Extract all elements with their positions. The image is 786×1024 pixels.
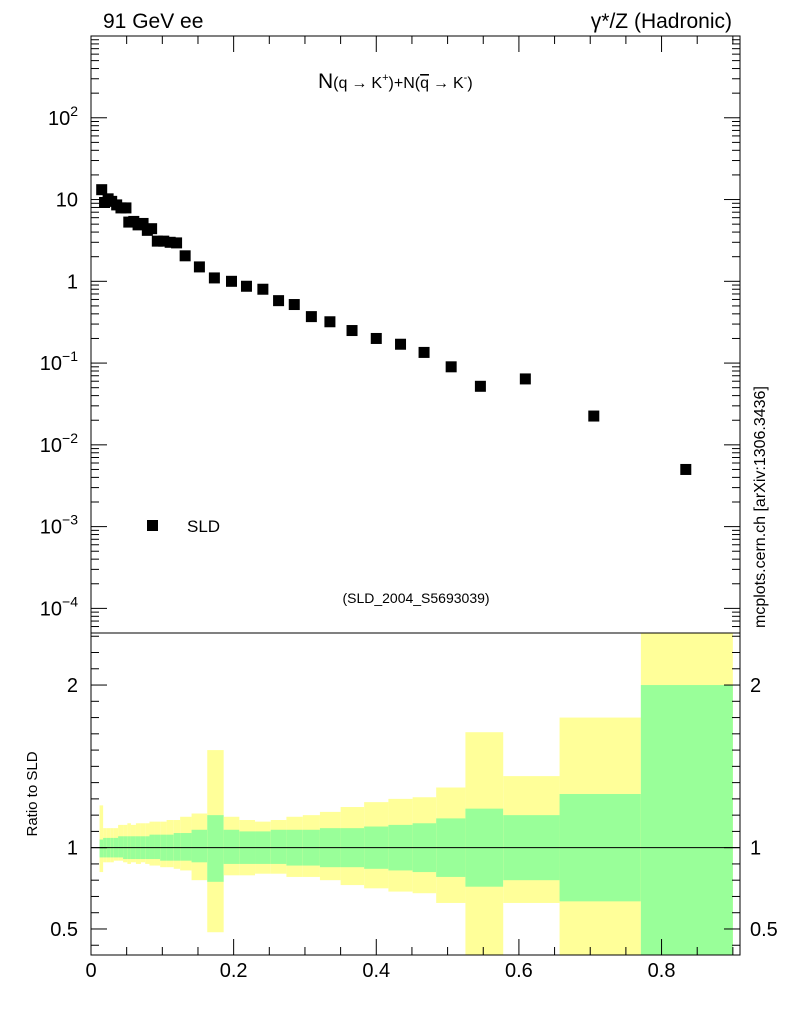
data-point: [588, 410, 600, 422]
legend-marker: [147, 520, 158, 531]
outer-uncertainty-band: [99, 805, 104, 873]
analysis-reference-label: (SLD_2004_S5693039): [342, 590, 489, 606]
ratio-y-tick-labels-left: 0.5 1 2: [50, 675, 78, 941]
main-y-tick-labels: 102 10 1 10−1 10−2 10−3 10−4: [40, 103, 78, 621]
x-tick-labels: 0 0.2 0.4 0.6 0.8: [85, 960, 675, 982]
data-point: [370, 332, 382, 344]
y-tick-label: 1: [67, 271, 78, 293]
data-point: [273, 295, 285, 307]
data-point: [519, 373, 531, 385]
data-point: [151, 235, 163, 247]
data-point: [418, 346, 430, 358]
data-point: [179, 250, 191, 262]
data-point: [146, 223, 158, 235]
y-tick-label: 2: [67, 675, 78, 697]
ratio-panel: Ratio to SLD 0.5 1 2 0.5 1 2 0 0.2 0.4 0.6 0.8: [24, 632, 778, 982]
data-point: [474, 380, 486, 392]
data-point: [445, 361, 457, 373]
inner-uncertainty-band: [180, 833, 192, 861]
y-tick-label: 1: [67, 838, 78, 860]
legend-label: SLD: [187, 517, 220, 536]
inner-uncertainty-band: [223, 829, 240, 864]
data-point: [305, 311, 317, 323]
x-tick-label: 0.6: [505, 960, 533, 982]
data-point: [257, 283, 269, 295]
data-point: [208, 272, 220, 284]
inner-uncertainty-band: [99, 839, 104, 858]
inner-uncertainty-band: [149, 834, 155, 860]
y-tick-label-right: 2: [750, 675, 761, 697]
data-point: [680, 463, 692, 475]
data-point: [346, 325, 358, 337]
data-point: [324, 316, 336, 328]
main-panel: 102 10 1 10−1 10−2 10−3 10−4: [40, 35, 741, 634]
ratio-uncertainty-bands: [99, 633, 733, 955]
y-tick-label: 10: [56, 190, 78, 212]
ratio-y-label: Ratio to SLD: [24, 751, 41, 836]
inner-uncertainty-band: [207, 815, 224, 882]
inner-uncertainty-band: [191, 829, 208, 863]
data-point: [288, 299, 300, 311]
x-tick-label: 0: [85, 960, 96, 982]
main-panel-frame: [90, 35, 741, 634]
y-tick-label: 10−1: [40, 348, 78, 375]
data-point: [193, 261, 205, 273]
data-point: [137, 217, 149, 229]
y-tick-label: 0.5: [50, 919, 78, 941]
y-tick-label-right: 1: [750, 838, 761, 860]
x-tick-label: 0.2: [220, 960, 248, 982]
ratio-panel-frame: [90, 632, 741, 956]
main-axis-ticks: [90, 36, 740, 634]
y-tick-label: 10−4: [40, 593, 78, 620]
x-tick-label: 0.4: [362, 960, 390, 982]
inner-uncertainty-band: [154, 834, 161, 860]
data-point: [395, 338, 407, 350]
inner-uncertainty-band: [118, 836, 124, 858]
y-tick-label: 10−3: [40, 512, 78, 539]
process-label: γ*/Z (Hadronic): [591, 10, 732, 33]
legend: SLD: [147, 517, 220, 536]
inner-uncertainty-band: [270, 829, 287, 864]
data-point: [225, 275, 237, 287]
inner-uncertainty-band: [640, 685, 733, 955]
inner-uncertainty-band: [173, 833, 181, 861]
data-point: [171, 237, 183, 249]
y-tick-label-right: 0.5: [750, 919, 778, 941]
y-tick-label: 102: [48, 103, 78, 130]
energy-label: 91 GeV ee: [103, 10, 203, 33]
observable-title: N(q → K+)+N(q → K-): [318, 70, 473, 93]
y-tick-label: 10−2: [40, 430, 78, 457]
data-point: [120, 202, 132, 214]
ratio-axis-ticks: [90, 635, 740, 955]
data-point: [240, 280, 252, 292]
data-point: [158, 235, 170, 247]
sld-data-points: [96, 184, 692, 475]
x-tick-label: 0.8: [648, 960, 676, 982]
data-point: [164, 236, 176, 248]
source-label: mcplots.cern.ch [arXiv:1306.3436]: [752, 386, 769, 628]
data-point: [96, 184, 108, 196]
ratio-y-tick-labels-right: 0.5 1 2: [750, 675, 778, 941]
